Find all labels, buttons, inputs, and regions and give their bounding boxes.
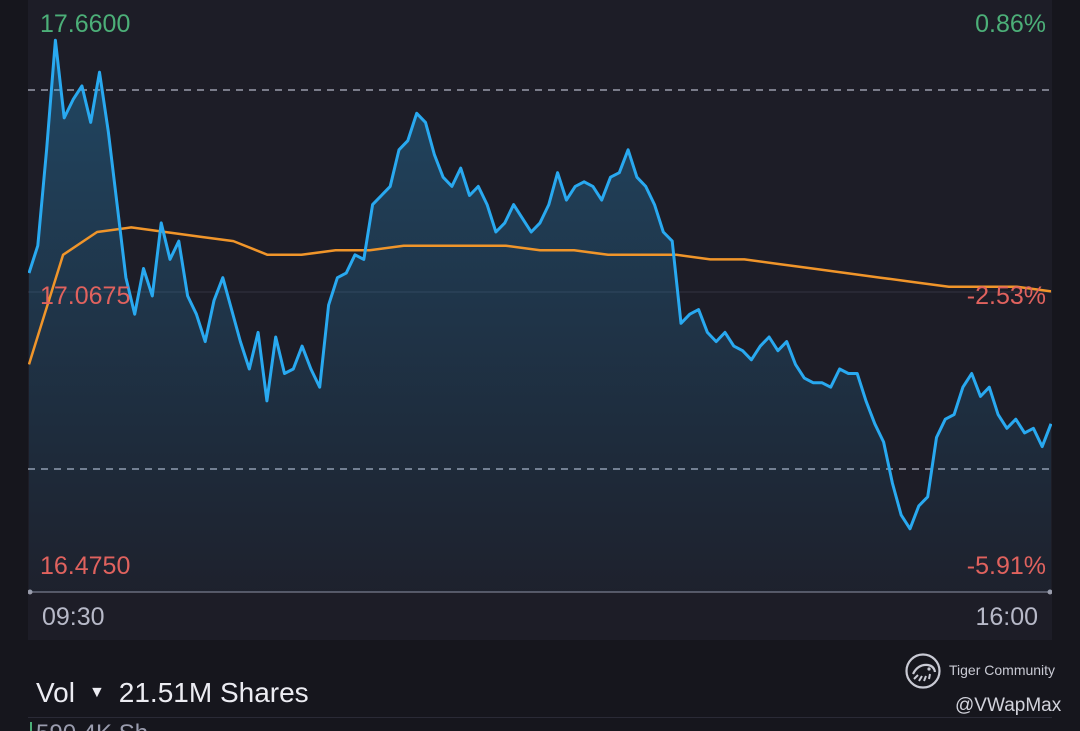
- caret-down-icon[interactable]: ▼: [88, 684, 105, 701]
- price-axis-mid: 17.0675: [40, 282, 131, 310]
- percent-axis-top: 0.86%: [975, 10, 1046, 38]
- volume-bar-marker: [30, 722, 32, 731]
- volume-row[interactable]: Vol ▼ 21.51M Shares: [36, 676, 309, 710]
- price-axis-bottom: 16.4750: [40, 552, 131, 580]
- chart-plot[interactable]: [28, 0, 1052, 640]
- divider: [28, 717, 1052, 718]
- percent-axis-mid: -2.53%: [966, 282, 1046, 310]
- price-area-fill: [29, 40, 1051, 593]
- price-line: [28, 38, 1052, 531]
- tiger-logo-icon: [905, 653, 941, 689]
- time-axis-start: 09:30: [42, 603, 105, 631]
- volume-label: Vol: [36, 677, 75, 708]
- volume-next-row-text: 590.4K Sh: [36, 723, 148, 731]
- watermark-brand: Tiger Community: [949, 662, 1056, 678]
- price-axis-top: 17.6600: [40, 10, 131, 38]
- percent-axis-bottom: -5.91%: [966, 552, 1046, 580]
- volume-value: 21.51M Shares: [118, 677, 309, 708]
- vwap-line: [28, 226, 1052, 365]
- intraday-chart[interactable]: 17.6600 17.0675 16.4750 0.86% -2.53% -5.…: [28, 0, 1052, 640]
- time-axis-end: 16:00: [975, 603, 1038, 631]
- watermark-user: @VWapMax: [955, 695, 1062, 716]
- volume-next-row: 590.4K Sh: [36, 723, 148, 731]
